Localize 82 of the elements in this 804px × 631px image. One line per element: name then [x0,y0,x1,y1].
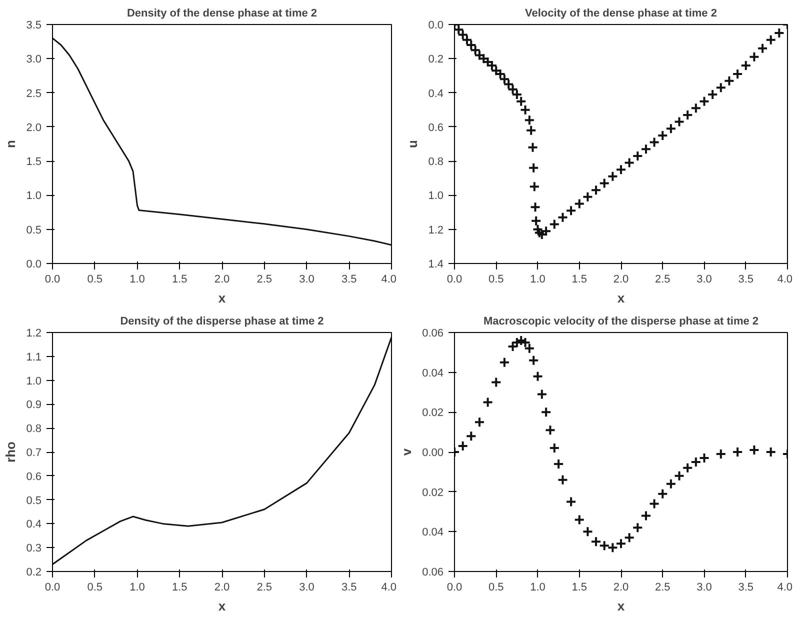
y-tick-label: 0.04 [422,367,444,380]
y-tick-label: 0.7 [26,447,42,459]
x-tick-label: 3.0 [299,582,314,594]
x-tick-label: 3.0 [696,274,712,286]
y-tick-label: 1.0 [26,190,42,202]
y-tick-label: 0.02 [422,407,444,420]
chart-title: Velocity of the dense phase at time 2 [525,8,717,20]
y-axis-title: rho [3,441,18,462]
y-tick-label: 0.5 [26,494,42,507]
x-tick-label: 3.0 [299,274,314,286]
y-tick-label: 3.5 [26,20,42,32]
y-axis-title: u [405,140,420,148]
x-tick-label: 4.0 [777,274,793,286]
y-tick-label: 3.0 [26,54,42,66]
x-axis-title: x [218,290,226,306]
y-tick-label: 0.06 [422,328,444,340]
x-tick-label: 4.0 [381,582,397,594]
y-tick-label: 0.0 [428,20,444,32]
x-tick-label: 1.5 [572,582,588,594]
y-tick-label: 1.5 [26,156,42,168]
x-tick-label: 3.5 [341,582,357,594]
y-tick-label: 0.02 [422,486,444,499]
y-tick-label: 0.5 [26,224,42,236]
chart-title: Density of the disperse phase at time 2 [120,316,324,328]
y-tick-label: 0.9 [26,399,42,412]
x-tick-label: 1.0 [530,582,546,594]
y-tick-label: 0.06 [422,566,444,578]
x-tick-label: 4.0 [777,582,793,594]
x-tick-label: 2.0 [214,582,230,594]
x-tick-label: 4.0 [381,274,397,286]
x-tick-label: 1.0 [530,274,546,286]
y-tick-label: 1.2 [26,328,42,340]
x-tick-label: 0.5 [488,582,504,594]
x-tick-label: 2.0 [214,274,230,286]
x-tick-label: 3.5 [738,582,754,594]
x-tick-label: 0.0 [44,274,60,286]
y-tick-label: 0.04 [422,526,444,539]
x-tick-label: 0.5 [488,274,504,286]
x-tick-label: 3.0 [696,582,712,594]
y-tick-label: 0.4 [26,518,42,531]
x-tick-label: 0.0 [446,274,462,286]
y-tick-label: 2.0 [26,122,42,134]
x-tick-label: 1.5 [572,274,588,286]
x-tick-label: 2.0 [613,274,629,286]
x-tick-label: 0.5 [87,274,103,286]
y-tick-label: 1.2 [428,224,444,236]
x-axis-title: x [617,290,626,306]
x-tick-label: 2.5 [256,582,272,594]
x-tick-label: 1.5 [172,582,188,594]
x-tick-label: 0.5 [87,582,103,594]
x-tick-label: 1.0 [130,582,145,594]
y-axis-title: v [399,448,414,456]
y-tick-label: 1.0 [26,375,42,388]
x-axis-title: x [617,598,626,614]
x-tick-label: 2.5 [256,274,272,286]
y-tick-label: 0.8 [428,156,444,168]
y-tick-label: 2.5 [26,88,42,100]
y-tick-label: 1.1 [26,351,42,364]
y-tick-label: 0.3 [26,542,42,555]
x-tick-label: 2.0 [613,582,629,594]
y-tick-label: 0.2 [26,566,42,578]
y-tick-label: 1.4 [428,258,444,270]
x-tick-label: 1.0 [130,274,145,286]
y-tick-label: 0.0 [26,258,42,270]
y-tick-label: 0.6 [26,470,42,483]
x-tick-label: 3.5 [738,274,754,286]
x-tick-label: 2.5 [654,582,670,594]
y-tick-label: 0.00 [422,447,444,459]
chart-title: Macroscopic velocity of the disperse phase at time 2 [483,316,759,328]
y-tick-label: 0.8 [26,423,42,436]
x-tick-label: 1.5 [172,274,188,286]
y-tick-label: 1.0 [428,190,444,202]
y-tick-label: 0.4 [428,88,444,100]
chart-title: Density of the dense phase at time 2 [126,8,318,20]
x-tick-label: 3.5 [341,274,357,286]
y-tick-label: 0.2 [428,54,444,66]
y-axis-title: n [3,140,18,148]
y-tick-label: 0.6 [428,122,444,134]
x-tick-label: 2.5 [654,274,670,286]
x-tick-label: 0.0 [446,582,462,594]
x-tick-label: 0.0 [44,582,60,594]
x-axis-title: x [218,598,226,614]
